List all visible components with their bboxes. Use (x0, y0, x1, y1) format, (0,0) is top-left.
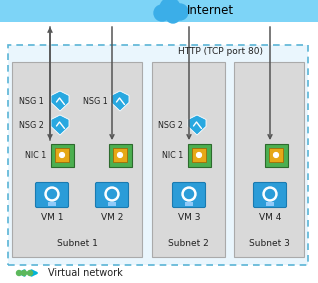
Circle shape (184, 190, 193, 198)
FancyBboxPatch shape (188, 143, 211, 166)
FancyBboxPatch shape (55, 148, 69, 162)
FancyBboxPatch shape (172, 183, 205, 207)
FancyBboxPatch shape (95, 183, 128, 207)
FancyBboxPatch shape (36, 183, 68, 207)
Text: VM 2: VM 2 (101, 213, 123, 222)
Text: NSG 2: NSG 2 (19, 121, 44, 130)
FancyBboxPatch shape (113, 148, 127, 162)
FancyBboxPatch shape (152, 62, 225, 257)
Text: VM 1: VM 1 (41, 213, 63, 222)
Text: Subnet 3: Subnet 3 (249, 239, 289, 248)
FancyBboxPatch shape (108, 202, 116, 206)
Circle shape (118, 153, 122, 157)
Circle shape (17, 271, 22, 275)
Text: NSG 1: NSG 1 (19, 97, 44, 106)
FancyBboxPatch shape (192, 148, 206, 162)
FancyBboxPatch shape (265, 143, 287, 166)
FancyBboxPatch shape (48, 202, 56, 206)
Circle shape (197, 153, 201, 157)
FancyBboxPatch shape (269, 148, 283, 162)
Circle shape (166, 9, 180, 23)
Text: VM 3: VM 3 (178, 213, 200, 222)
FancyBboxPatch shape (12, 62, 142, 257)
Text: NSG 1: NSG 1 (83, 97, 108, 106)
Text: NSG 2: NSG 2 (158, 121, 183, 130)
FancyBboxPatch shape (108, 143, 132, 166)
Text: NIC 1: NIC 1 (162, 151, 183, 160)
Text: NIC 1: NIC 1 (25, 151, 46, 160)
Circle shape (22, 271, 26, 275)
FancyBboxPatch shape (0, 0, 318, 22)
Circle shape (160, 0, 180, 18)
Polygon shape (188, 115, 206, 135)
FancyBboxPatch shape (185, 202, 193, 206)
Text: Internet: Internet (186, 5, 233, 18)
Text: Subnet 1: Subnet 1 (57, 239, 97, 248)
FancyBboxPatch shape (253, 183, 287, 207)
Circle shape (154, 5, 170, 21)
Circle shape (182, 187, 196, 201)
Circle shape (172, 4, 188, 20)
Circle shape (266, 190, 274, 198)
Circle shape (45, 187, 59, 201)
Circle shape (107, 190, 116, 198)
FancyBboxPatch shape (234, 62, 304, 257)
FancyBboxPatch shape (8, 45, 308, 265)
Text: Virtual network: Virtual network (48, 268, 123, 278)
FancyBboxPatch shape (266, 202, 274, 206)
Circle shape (263, 187, 277, 201)
Circle shape (47, 190, 57, 198)
Text: VM 4: VM 4 (259, 213, 281, 222)
Circle shape (105, 187, 119, 201)
Circle shape (27, 271, 32, 275)
Text: HTTP (TCP port 80): HTTP (TCP port 80) (177, 46, 262, 55)
Polygon shape (111, 91, 129, 111)
Circle shape (273, 153, 279, 157)
FancyBboxPatch shape (51, 143, 73, 166)
Circle shape (59, 153, 65, 157)
Text: Subnet 2: Subnet 2 (168, 239, 209, 248)
Polygon shape (51, 115, 69, 135)
Polygon shape (51, 91, 69, 111)
